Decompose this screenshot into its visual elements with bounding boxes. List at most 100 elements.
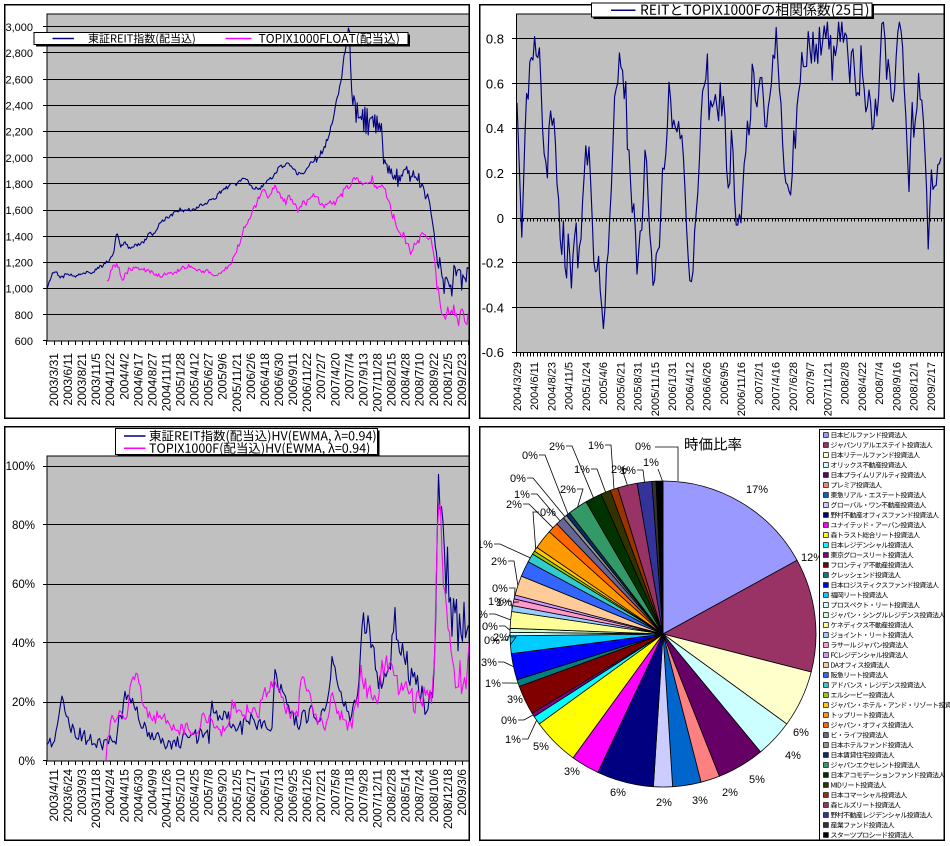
svg-text:2008/9/22: 2008/9/22 — [427, 353, 441, 407]
svg-text:2004/11/5: 2004/11/5 — [564, 362, 576, 410]
svg-text:40%: 40% — [12, 638, 35, 650]
svg-text:1,400: 1,400 — [5, 231, 33, 243]
svg-text:2005/6/27: 2005/6/27 — [202, 353, 216, 407]
svg-text:2009/2/23: 2009/2/23 — [455, 353, 469, 407]
svg-text:2008/2/8: 2008/2/8 — [840, 362, 852, 405]
svg-text:2%: 2% — [722, 787, 738, 799]
svg-text:2004/6/17: 2004/6/17 — [131, 353, 145, 407]
svg-text:2008/2/15: 2008/2/15 — [385, 353, 399, 407]
svg-text:2006/6/26: 2006/6/26 — [702, 362, 714, 411]
svg-text:3,000: 3,000 — [5, 22, 33, 34]
svg-text:2%: 2% — [549, 441, 565, 453]
svg-text:2008/2/28: 2008/2/28 — [385, 769, 399, 823]
svg-text:2006/11/22: 2006/11/22 — [300, 353, 314, 412]
svg-text:2%: 2% — [506, 499, 522, 511]
svg-text:6%: 6% — [610, 787, 626, 799]
svg-text:1%: 1% — [496, 597, 512, 609]
svg-text:2007/7/4: 2007/7/4 — [342, 353, 356, 400]
svg-text:100%: 100% — [6, 461, 35, 473]
svg-text:2008/10/6: 2008/10/6 — [427, 769, 441, 823]
svg-text:2004/11/26: 2004/11/26 — [159, 769, 173, 828]
svg-text:0.8: 0.8 — [486, 32, 504, 47]
svg-text:2005/2/10: 2005/2/10 — [174, 769, 188, 823]
svg-text:2004/9/9: 2004/9/9 — [145, 769, 159, 816]
svg-text:1%: 1% — [485, 678, 501, 690]
svg-text:2006/2/17: 2006/2/17 — [244, 769, 258, 823]
svg-text:0%: 0% — [540, 507, 556, 519]
svg-text:2004/3/29: 2004/3/29 — [512, 362, 524, 411]
svg-text:2,400: 2,400 — [5, 100, 33, 112]
svg-text:3%: 3% — [692, 795, 708, 807]
svg-text:2004/4/15: 2004/4/15 — [117, 769, 131, 823]
svg-text:60%: 60% — [12, 579, 35, 591]
svg-text:2007/2/21: 2007/2/21 — [314, 769, 328, 823]
svg-text:2006/12/6: 2006/12/6 — [300, 769, 314, 823]
svg-text:2004/4/2: 2004/4/2 — [117, 353, 131, 400]
svg-text:2008/7/4: 2008/7/4 — [874, 362, 886, 405]
svg-text:2006/9/5: 2006/9/5 — [719, 362, 731, 405]
svg-text:2005/8/31: 2005/8/31 — [633, 362, 645, 411]
svg-text:2004/8/27: 2004/8/27 — [145, 353, 159, 407]
svg-text:2005/1/28: 2005/1/28 — [174, 353, 188, 407]
svg-text:2008/12/5: 2008/12/5 — [441, 353, 455, 407]
svg-text:2007/2/1: 2007/2/1 — [753, 362, 765, 405]
svg-text:2004/2/4: 2004/2/4 — [103, 769, 117, 816]
svg-text:2008/9/16: 2008/9/16 — [891, 362, 903, 411]
svg-text:12%: 12% — [801, 552, 823, 564]
svg-text:-0.6: -0.6 — [482, 345, 504, 360]
svg-text:2%: 2% — [491, 556, 507, 568]
svg-text:2005/1/24: 2005/1/24 — [581, 362, 593, 411]
svg-text:2009/3/6: 2009/3/6 — [455, 769, 469, 816]
svg-text:2004/6/11: 2004/6/11 — [529, 362, 541, 410]
svg-text:-0.4: -0.4 — [482, 300, 504, 315]
svg-text:2008/7/24: 2008/7/24 — [413, 769, 427, 823]
svg-text:2005/4/25: 2005/4/25 — [188, 769, 202, 823]
svg-text:2003/8/21: 2003/8/21 — [75, 353, 89, 407]
svg-text:2005/9/6: 2005/9/6 — [216, 353, 230, 400]
svg-text:1,600: 1,600 — [5, 205, 33, 217]
svg-text:0%: 0% — [484, 635, 500, 647]
svg-text:2005/12/5: 2005/12/5 — [230, 769, 244, 823]
svg-text:0%: 0% — [501, 715, 517, 727]
svg-text:2006/11/16: 2006/11/16 — [736, 362, 748, 416]
svg-text:2006/4/12: 2006/4/12 — [684, 362, 696, 411]
svg-text:1%: 1% — [643, 457, 659, 469]
svg-text:2003/4/11: 2003/4/11 — [47, 769, 61, 822]
svg-text:1%: 1% — [588, 440, 604, 452]
svg-text:2007/12/11: 2007/12/11 — [371, 769, 385, 828]
svg-text:2007/4/20: 2007/4/20 — [328, 353, 342, 407]
svg-text:2008/5/14: 2008/5/14 — [399, 769, 413, 823]
svg-text:20%: 20% — [12, 697, 35, 709]
svg-text:2006/6/30: 2006/6/30 — [272, 353, 286, 407]
svg-text:1,200: 1,200 — [5, 258, 33, 270]
svg-text:2%: 2% — [560, 484, 576, 496]
svg-text:2,600: 2,600 — [5, 74, 33, 86]
svg-text:1%: 1% — [488, 596, 504, 608]
svg-text:2003/9/3: 2003/9/3 — [75, 769, 89, 816]
svg-text:2007/9/28: 2007/9/28 — [356, 769, 370, 823]
svg-text:2006/9/25: 2006/9/25 — [286, 769, 300, 823]
svg-text:0.4: 0.4 — [486, 121, 504, 136]
svg-text:2008/12/18: 2008/12/18 — [441, 769, 455, 829]
svg-text:0: 0 — [497, 211, 504, 226]
svg-text:0%: 0% — [492, 583, 508, 595]
svg-text:17%: 17% — [746, 484, 768, 496]
svg-text:2007/4/16: 2007/4/16 — [771, 362, 783, 411]
svg-text:2009/2/17: 2009/2/17 — [926, 362, 938, 411]
svg-text:5%: 5% — [749, 774, 765, 786]
svg-text:3%: 3% — [481, 657, 497, 669]
svg-text:2006/1/31: 2006/1/31 — [667, 362, 679, 411]
svg-text:5%: 5% — [533, 741, 549, 753]
svg-text:1,000: 1,000 — [5, 284, 33, 296]
svg-text:2,800: 2,800 — [5, 48, 33, 60]
svg-text:2008/4/22: 2008/4/22 — [857, 362, 869, 411]
svg-text:1,800: 1,800 — [5, 179, 33, 191]
svg-text:2006/2/6: 2006/2/6 — [244, 353, 258, 400]
svg-text:2004/1/22: 2004/1/22 — [103, 353, 117, 407]
svg-text:2004/6/30: 2004/6/30 — [131, 769, 145, 823]
svg-text:2007/5/8: 2007/5/8 — [328, 769, 342, 816]
svg-text:2003/6/11: 2003/6/11 — [61, 353, 75, 406]
svg-text:2007/9/7: 2007/9/7 — [805, 362, 817, 405]
svg-text:2003/11/5: 2003/11/5 — [89, 353, 103, 406]
svg-text:2005/7/8: 2005/7/8 — [202, 769, 216, 816]
